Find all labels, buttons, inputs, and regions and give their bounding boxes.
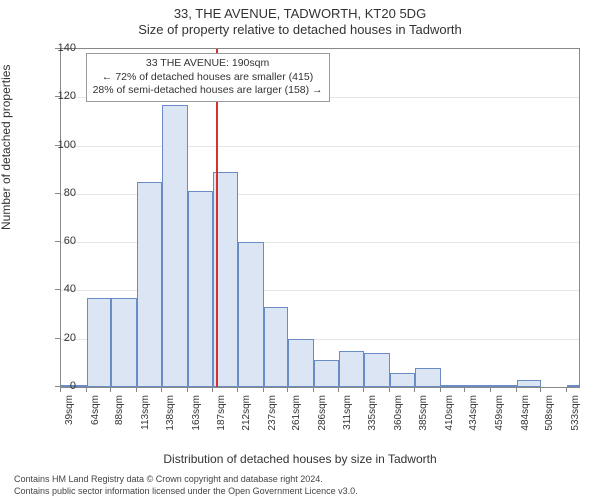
x-tick-mark: [86, 387, 87, 392]
x-tick-mark: [187, 387, 188, 392]
histogram-bar: [491, 385, 517, 387]
histogram-bar: [238, 242, 264, 387]
x-tick-mark: [490, 387, 491, 392]
histogram-bar: [288, 339, 314, 387]
x-tick-label: 138sqm: [165, 395, 176, 431]
annotation-box: 33 THE AVENUE: 190sqm ← 72% of detached …: [86, 53, 330, 102]
chart-title-line1: 33, THE AVENUE, TADWORTH, KT20 5DG: [0, 6, 600, 21]
x-tick-label: 311sqm: [342, 395, 353, 430]
x-tick-label: 237sqm: [267, 395, 278, 431]
y-tick-label: 100: [46, 139, 76, 151]
annotation-line2: ← 72% of detached houses are smaller (41…: [93, 71, 323, 85]
histogram-bar: [314, 360, 340, 387]
y-tick-label: 20: [46, 332, 76, 344]
x-tick-label: 459sqm: [494, 395, 505, 431]
x-tick-label: 360sqm: [393, 395, 404, 431]
x-tick-label: 212sqm: [241, 395, 252, 431]
histogram-bar: [441, 385, 466, 387]
plot-area: 33 THE AVENUE: 190sqm ← 72% of detached …: [60, 48, 580, 388]
x-tick-label: 508sqm: [544, 395, 555, 431]
x-tick-mark: [338, 387, 339, 392]
x-tick-label: 64sqm: [90, 395, 101, 425]
histogram-bar: [465, 385, 491, 387]
x-tick-label: 484sqm: [520, 395, 531, 431]
histogram-bar: [111, 298, 137, 387]
y-tick-label: 80: [46, 187, 76, 199]
x-tick-mark: [566, 387, 567, 392]
histogram-bar: [162, 105, 188, 387]
annotation-line1: 33 THE AVENUE: 190sqm: [93, 57, 323, 71]
footnote-line2: Contains public sector information licen…: [14, 486, 358, 496]
histogram-bar: [567, 385, 579, 387]
x-tick-mark: [414, 387, 415, 392]
y-tick-label: 60: [46, 235, 76, 247]
histogram-bar: [364, 353, 390, 387]
x-tick-label: 113sqm: [140, 395, 151, 430]
histogram-bar: [188, 191, 213, 387]
x-tick-mark: [60, 387, 61, 392]
x-tick-mark: [363, 387, 364, 392]
x-tick-label: 533sqm: [570, 395, 581, 431]
y-tick-label: 0: [46, 380, 76, 392]
annotation-line3: 28% of semi-detached houses are larger (…: [93, 84, 323, 98]
histogram-bar: [264, 307, 289, 387]
y-tick-label: 40: [46, 283, 76, 295]
x-tick-mark: [263, 387, 264, 392]
x-tick-mark: [161, 387, 162, 392]
chart-title-line2: Size of property relative to detached ho…: [0, 22, 600, 37]
x-tick-label: 261sqm: [291, 395, 302, 431]
y-axis-label: Number of detached properties: [0, 65, 13, 230]
histogram-bar: [517, 380, 542, 387]
x-tick-mark: [287, 387, 288, 392]
histogram-bar: [390, 373, 416, 387]
x-tick-mark: [516, 387, 517, 392]
x-tick-label: 434sqm: [468, 395, 479, 431]
x-tick-label: 286sqm: [317, 395, 328, 431]
x-axis-label: Distribution of detached houses by size …: [0, 452, 600, 466]
histogram-bar: [415, 368, 441, 387]
histogram-bar: [137, 182, 163, 387]
x-tick-mark: [136, 387, 137, 392]
x-tick-mark: [237, 387, 238, 392]
x-tick-label: 335sqm: [367, 395, 378, 431]
x-tick-label: 410sqm: [444, 395, 455, 431]
x-tick-label: 163sqm: [191, 395, 202, 431]
histogram-bar: [87, 298, 112, 387]
x-tick-mark: [212, 387, 213, 392]
x-tick-mark: [464, 387, 465, 392]
x-tick-mark: [440, 387, 441, 392]
x-tick-mark: [389, 387, 390, 392]
y-tick-label: 140: [46, 42, 76, 54]
x-tick-label: 385sqm: [418, 395, 429, 431]
chart-container: 33, THE AVENUE, TADWORTH, KT20 5DG Size …: [0, 0, 600, 500]
footnote-line1: Contains HM Land Registry data © Crown c…: [14, 474, 323, 484]
x-tick-mark: [540, 387, 541, 392]
x-tick-label: 187sqm: [216, 395, 227, 431]
x-tick-label: 88sqm: [114, 395, 125, 425]
x-tick-mark: [313, 387, 314, 392]
x-tick-mark: [110, 387, 111, 392]
gridline: [61, 146, 579, 147]
x-tick-label: 39sqm: [64, 395, 75, 425]
y-tick-label: 120: [46, 90, 76, 102]
histogram-bar: [339, 351, 364, 387]
